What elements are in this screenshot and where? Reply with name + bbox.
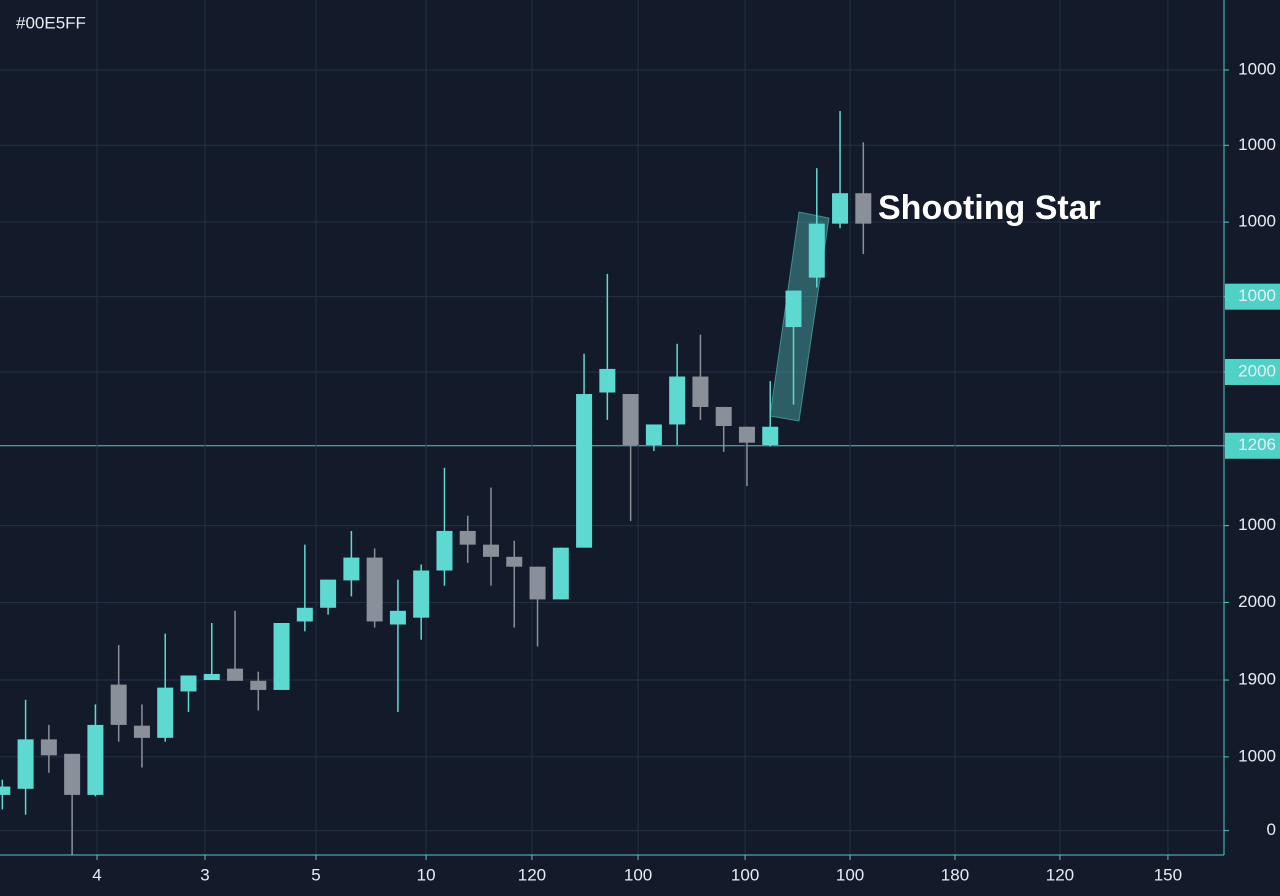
x-tick-label: 4 <box>92 865 101 884</box>
candle-body <box>64 753 81 795</box>
candle-body <box>669 376 686 425</box>
candle-body <box>506 556 523 567</box>
y-tick-highlight <box>1225 283 1280 310</box>
candle-body <box>203 673 220 681</box>
x-tick-label: 100 <box>731 865 759 884</box>
y-tick-label: 1000 <box>1238 135 1276 154</box>
candle-body <box>110 684 127 725</box>
candle-body <box>785 290 802 328</box>
candle-body <box>366 557 383 622</box>
x-tick-label: 3 <box>200 865 209 884</box>
candle-body <box>296 607 313 622</box>
y-tick-label: 1000 <box>1238 746 1276 765</box>
candle-body <box>157 687 174 738</box>
axes: 0 1000 1900 2000 1000 1206 2000 1000 1000 1000 100… <box>92 59 1280 884</box>
candle-body <box>133 725 150 738</box>
candle-body <box>715 406 732 426</box>
candle-body <box>529 566 546 600</box>
candle-body <box>599 368 616 393</box>
y-tick-label: 1206 <box>1238 435 1276 454</box>
y-tick-label: 1000 <box>1238 515 1276 534</box>
x-tick-label: 10 <box>417 865 436 884</box>
y-tick-label: 2000 <box>1238 592 1276 611</box>
candle-body <box>227 668 244 681</box>
candle-body <box>738 426 755 443</box>
annotation: Shooting Star <box>878 189 1101 227</box>
candle-body <box>343 557 360 581</box>
candle-body <box>832 193 849 224</box>
y-tick-label: 2000 <box>1238 361 1276 380</box>
candle-body <box>762 426 779 445</box>
candle-body <box>482 544 499 557</box>
y-tick-label: 1000 <box>1238 212 1276 231</box>
y-tick-highlight <box>1225 432 1280 459</box>
candle-body <box>273 622 290 690</box>
candle-body <box>576 394 593 548</box>
candle-body <box>645 424 662 445</box>
y-tick-label: 0 <box>1267 820 1276 839</box>
candle-body <box>808 223 825 278</box>
y-tick-label: 1000 <box>1238 59 1276 78</box>
candle-body <box>855 193 872 224</box>
y-tick-label: 1900 <box>1238 670 1276 689</box>
candle-body <box>389 610 406 625</box>
y-tick-label: 1000 <box>1238 286 1276 305</box>
candle-body <box>413 570 430 618</box>
y-tick-highlight <box>1225 358 1280 385</box>
x-tick-label: 5 <box>311 865 320 884</box>
candle-body <box>552 547 569 600</box>
candle-body <box>180 675 197 692</box>
candle-body <box>622 394 639 445</box>
candle-body <box>692 376 709 407</box>
x-tick-label: 180 <box>941 865 969 884</box>
candles <box>0 111 872 855</box>
candle-body <box>436 530 453 571</box>
candle-body <box>0 786 11 795</box>
candle-body <box>250 680 267 690</box>
x-tick-label: 150 <box>1154 865 1182 884</box>
candle-body <box>320 579 337 608</box>
x-tick-label: 100 <box>836 865 864 884</box>
chart-title: #00E5FF <box>16 13 86 32</box>
candle-body <box>40 739 57 756</box>
x-tick-label: 100 <box>624 865 652 884</box>
x-tick-label: 120 <box>518 865 546 884</box>
x-tick-label: 120 <box>1046 865 1074 884</box>
candle-body <box>17 739 34 789</box>
candle-body <box>87 724 104 795</box>
candle-body <box>459 530 476 545</box>
